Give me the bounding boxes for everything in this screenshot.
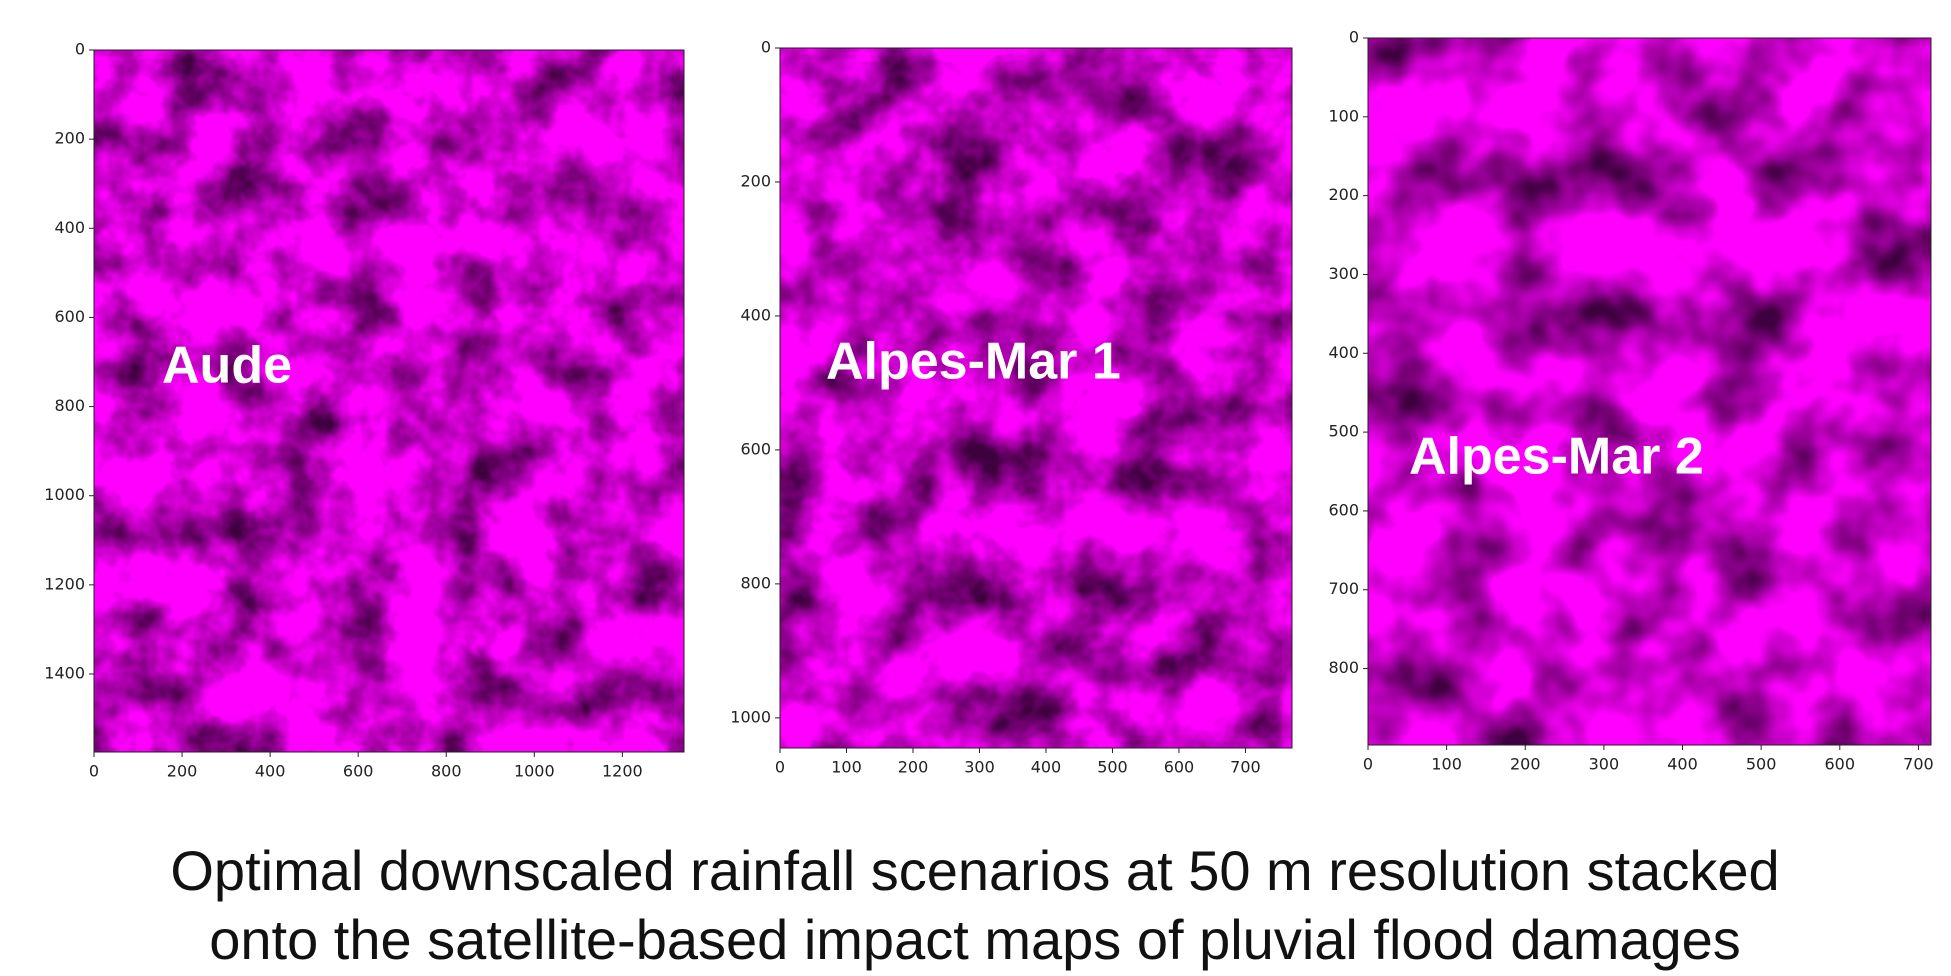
- x-tick-label: 500: [1097, 758, 1128, 777]
- y-tick-label: 600: [54, 307, 85, 326]
- y-tick-label: 1200: [44, 574, 85, 593]
- y-tick-label: 0: [75, 40, 85, 59]
- y-tick-label: 1000: [44, 485, 85, 504]
- x-tick-label: 600: [343, 762, 374, 781]
- y-tick-label: 500: [1328, 422, 1359, 441]
- x-tick-label: 700: [1230, 758, 1261, 777]
- y-tick-label: 400: [1328, 343, 1359, 362]
- x-tick-label: 200: [898, 758, 929, 777]
- x-tick-label: 700: [1903, 755, 1934, 774]
- raster-shade: [780, 48, 1292, 748]
- x-tick-label: 100: [1431, 755, 1462, 774]
- panel-label: Alpes-Mar 2: [1409, 428, 1704, 486]
- y-tick-label: 0: [761, 38, 771, 57]
- x-tick-label: 200: [1510, 755, 1541, 774]
- y-tick-label: 1000: [730, 707, 771, 726]
- y-tick-label: 200: [740, 171, 771, 190]
- y-tick-label: 200: [54, 129, 85, 148]
- y-tick-label: 800: [1328, 658, 1359, 677]
- y-tick-label: 300: [1328, 264, 1359, 283]
- x-tick-label: 300: [1589, 755, 1620, 774]
- y-tick-label: 600: [740, 439, 771, 458]
- y-tick-label: 800: [54, 396, 85, 415]
- x-tick-label: 0: [775, 758, 785, 777]
- x-tick-label: 400: [255, 762, 286, 781]
- x-tick-label: 300: [964, 758, 995, 777]
- slide: Optimal downscaled rainfall scenarios at…: [0, 0, 1951, 976]
- x-tick-label: 600: [1825, 755, 1856, 774]
- x-tick-label: 600: [1164, 758, 1195, 777]
- y-tick-label: 800: [740, 573, 771, 592]
- caption: onto the satellite-based impact maps of …: [209, 908, 1741, 971]
- x-tick-label: 1200: [602, 762, 643, 781]
- x-tick-label: 0: [1363, 755, 1373, 774]
- x-tick-label: 400: [1667, 755, 1698, 774]
- y-tick-label: 200: [1328, 185, 1359, 204]
- x-tick-label: 100: [831, 758, 862, 777]
- x-tick-label: 400: [1031, 758, 1062, 777]
- y-tick-label: 400: [54, 218, 85, 237]
- panel-label: Aude: [162, 337, 292, 395]
- raster-shade: [1368, 38, 1931, 745]
- panel-label: Alpes-Mar 1: [826, 333, 1121, 391]
- x-tick-label: 200: [167, 762, 198, 781]
- y-tick-label: 100: [1328, 106, 1359, 125]
- caption: Optimal downscaled rainfall scenarios at…: [170, 839, 1779, 902]
- y-tick-label: 400: [740, 305, 771, 324]
- x-tick-label: 0: [89, 762, 99, 781]
- x-tick-label: 500: [1746, 755, 1777, 774]
- raster-shade: [94, 50, 684, 752]
- y-tick-label: 700: [1328, 579, 1359, 598]
- y-tick-label: 1400: [44, 664, 85, 683]
- x-tick-label: 800: [431, 762, 462, 781]
- x-tick-label: 1000: [514, 762, 555, 781]
- y-tick-label: 0: [1349, 28, 1359, 47]
- y-tick-label: 600: [1328, 500, 1359, 519]
